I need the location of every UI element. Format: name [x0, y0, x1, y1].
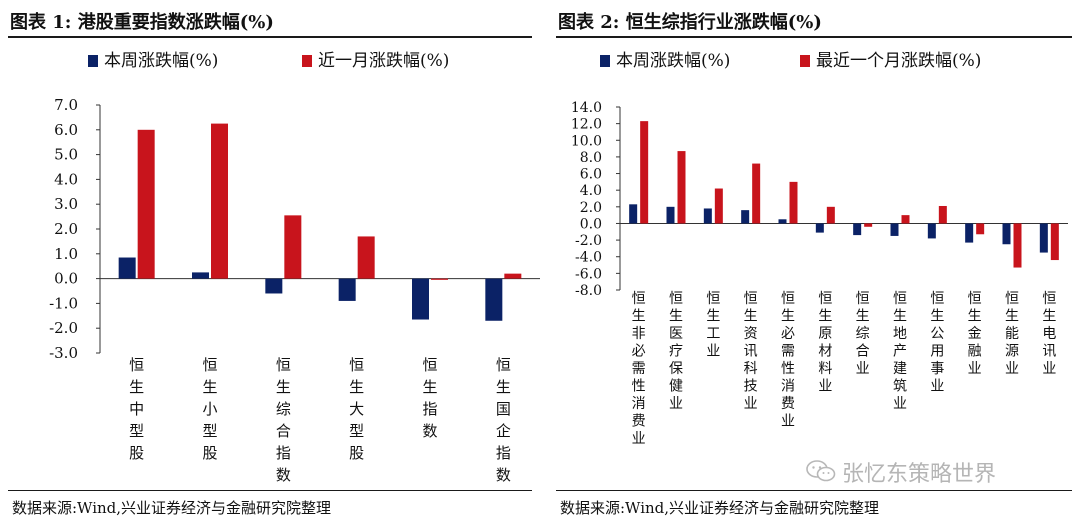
y-tick-label: 3.0 — [54, 195, 78, 213]
bar-monthly — [1050, 223, 1059, 261]
chart-panel-2: 图表 2: 恒生综指行业涨跌幅(%) 本周涨跌幅(%) 最近一个月涨跌幅(%) 14… — [548, 0, 1080, 522]
x-category-label: 恒生能源业 — [1005, 291, 1019, 377]
legend-swatch — [302, 55, 312, 67]
bar-monthly — [431, 278, 448, 280]
bar-monthly — [504, 273, 522, 279]
bar-monthly — [284, 215, 302, 279]
y-tick-label: 14.0 — [571, 100, 602, 116]
bar-weekly — [412, 278, 429, 320]
y-tick-label: 0.0 — [580, 216, 602, 232]
bar-weekly — [890, 223, 899, 236]
y-tick-label: 6.0 — [54, 121, 78, 139]
bar-monthly — [752, 163, 761, 224]
y-tick-label: 0.0 — [54, 270, 78, 288]
bar-weekly — [778, 219, 787, 224]
bar-monthly — [211, 123, 228, 279]
bar-monthly — [137, 129, 155, 279]
bar-monthly — [938, 205, 947, 224]
y-tick-label: 1.0 — [54, 245, 78, 263]
y-tick-label: 2.0 — [54, 220, 78, 238]
y-tick-label: -6.0 — [575, 266, 602, 282]
bar-monthly — [901, 215, 910, 224]
x-category-label: 恒生国企指数 — [496, 356, 511, 484]
x-category-label: 恒生综合指数 — [276, 356, 291, 484]
bar-weekly — [927, 223, 936, 239]
y-tick-label: 8.0 — [580, 150, 602, 166]
bar-weekly — [1039, 223, 1048, 253]
bar-monthly — [826, 206, 835, 224]
y-tick-label: 4.0 — [54, 170, 78, 188]
x-category-label: 恒生综合业 — [856, 291, 870, 377]
y-tick-label: -2.0 — [575, 233, 602, 249]
x-category-label: 恒生原材料业 — [818, 291, 832, 395]
y-tick-label: 4.0 — [580, 183, 602, 199]
legend-label: 本周涨跌幅(%) — [616, 51, 730, 71]
x-category-label: 恒生医疗保健业 — [669, 291, 683, 412]
index-change-bar-chart: 本周涨跌幅(%) 近一月涨跌幅(%) 7.0 6.0 5.0 4.0 3.0 2.0 1.0 0.… — [49, 51, 540, 484]
y-tick-label: 12.0 — [571, 117, 602, 133]
bar-monthly — [714, 188, 723, 224]
chart-title: 图表 2: 恒生综指行业涨跌幅(%) — [558, 12, 822, 33]
bar-weekly — [965, 223, 974, 243]
x-category-label: 恒生非必需性消费业 — [632, 291, 646, 447]
bar-weekly — [703, 208, 712, 224]
y-tick-label: 10.0 — [571, 133, 602, 149]
bar-weekly — [741, 210, 750, 224]
industry-change-bar-chart: 本周涨跌幅(%) 最近一个月涨跌幅(%) 14.012.010.08.06.04.0… — [571, 51, 1068, 447]
x-category-label: 恒生中型股 — [129, 356, 144, 462]
x-category-label: 恒生必需性消费业 — [781, 291, 795, 430]
y-tick-label: 6.0 — [580, 167, 602, 183]
bar-weekly — [815, 223, 824, 233]
legend-swatch — [88, 55, 98, 67]
bar-monthly — [789, 181, 798, 224]
x-category-label: 恒生公用事业 — [930, 291, 944, 395]
bar-weekly — [1002, 223, 1011, 245]
bar-weekly — [853, 223, 862, 236]
legend-label: 近一月涨跌幅(%) — [318, 51, 449, 71]
title-divider — [8, 36, 532, 38]
y-tick-label: -2.0 — [49, 319, 78, 337]
legend-label: 本周涨跌幅(%) — [104, 51, 218, 71]
legend-swatch — [600, 55, 610, 67]
bar-monthly — [864, 223, 873, 227]
wechat-icon — [806, 460, 836, 482]
chart-title: 图表 1: 港股重要指数涨跌幅(%) — [10, 12, 274, 33]
source-divider — [8, 490, 532, 491]
bar-monthly — [1013, 223, 1022, 268]
y-tick-label: 7.0 — [54, 96, 78, 114]
y-tick-label: -1.0 — [49, 294, 78, 312]
y-tick-label: -3.0 — [49, 344, 78, 362]
x-category-label: 恒生资讯科技业 — [744, 291, 758, 412]
bar-weekly — [118, 257, 136, 279]
legend-swatch — [800, 55, 810, 67]
bar-monthly — [357, 236, 375, 279]
bar-weekly — [265, 278, 283, 294]
x-category-label: 恒生小型股 — [202, 356, 217, 462]
legend-label: 最近一个月涨跌幅(%) — [816, 51, 981, 71]
bar-weekly — [338, 278, 356, 301]
x-category-label: 恒生指数 — [422, 356, 437, 440]
source-divider — [556, 490, 1072, 491]
y-tick-label: -8.0 — [575, 283, 602, 299]
x-category-label: 恒生电讯业 — [1042, 291, 1056, 377]
x-category-label: 恒生地产建筑业 — [893, 291, 907, 412]
bar-weekly — [192, 272, 209, 279]
x-category-label: 恒生大型股 — [349, 356, 364, 462]
y-tick-label: 2.0 — [580, 200, 602, 216]
watermark-text: 张忆东策略世界 — [842, 462, 997, 487]
title-divider — [556, 36, 1072, 38]
x-category-label: 恒生金融业 — [968, 291, 982, 377]
bar-weekly — [666, 206, 675, 224]
bar-monthly — [976, 223, 985, 235]
y-tick-label: -4.0 — [575, 250, 602, 266]
data-source-note: 数据来源:Wind,兴业证券经济与金融研究院整理 — [12, 499, 332, 517]
x-category-label: 恒生工业 — [706, 291, 720, 360]
bar-monthly — [640, 121, 649, 224]
bar-monthly — [677, 151, 686, 224]
bar-weekly — [485, 278, 503, 321]
data-source-note: 数据来源:Wind,兴业证券经济与金融研究院整理 — [560, 499, 880, 517]
chart-panel-1: 图表 1: 港股重要指数涨跌幅(%) 本周涨跌幅(%) 近一月涨跌幅(%) 7.0 6… — [8, 12, 540, 517]
bar-weekly — [629, 204, 638, 224]
y-tick-label: 5.0 — [54, 146, 78, 164]
